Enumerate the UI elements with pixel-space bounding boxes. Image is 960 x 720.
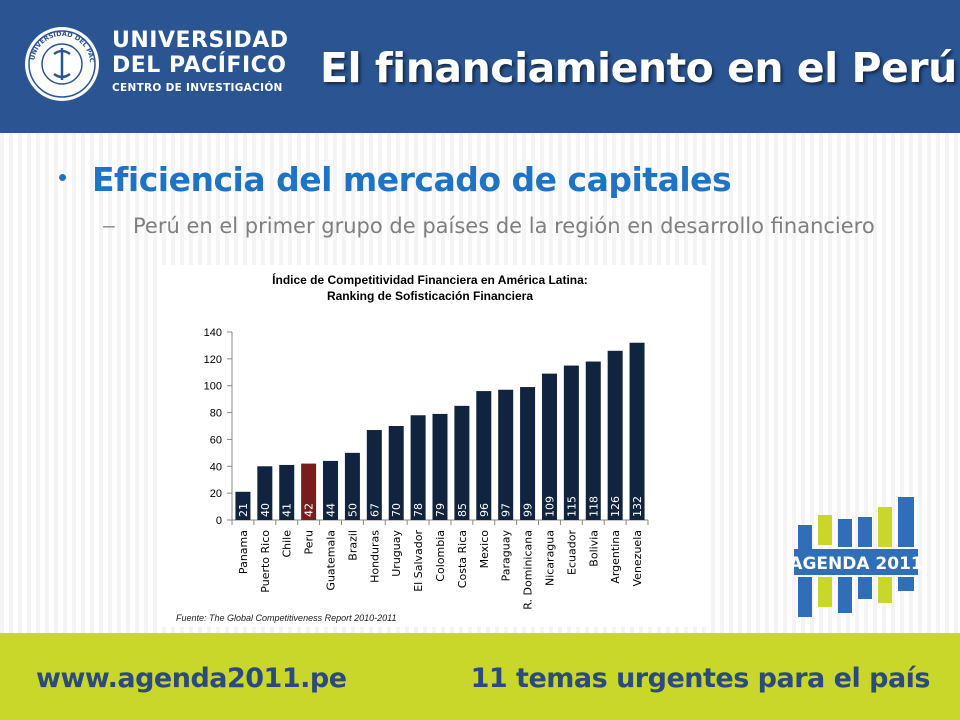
bullet-dot-icon: •	[58, 162, 68, 192]
y-tick-label: 80	[210, 408, 222, 420]
footer-website-link[interactable]: www.agenda2011.pe	[36, 663, 347, 694]
y-tick-label: 20	[210, 488, 222, 500]
bar-value-label: 115	[565, 496, 578, 517]
bar-bolivia	[585, 361, 601, 520]
bar-value-label: 40	[259, 503, 272, 517]
bullet-heading: Eficiencia del mercado de capitales	[92, 160, 732, 199]
bar-panama	[235, 491, 251, 520]
sub-bullet-dash-icon: –	[103, 214, 115, 237]
agenda-logo-text: AGENDA 2011	[790, 554, 923, 574]
chart-subtitle: Ranking de Sofisticación Financiera	[327, 289, 533, 303]
y-tick-label: 60	[210, 434, 222, 446]
bar-value-label: 42	[303, 503, 316, 517]
header-bar: UNIVERSIDAD DEL PACÍFICO · LIMA · PERÚ U…	[0, 0, 960, 133]
logo-line-2: DEL PACÍFICO	[112, 53, 287, 78]
y-tick-label: 100	[204, 381, 222, 393]
bar-value-label: 109	[543, 496, 556, 517]
x-category-label: El Salvador	[412, 530, 425, 592]
x-category-label: Puerto Rico	[259, 530, 272, 593]
x-category-label: Argentina	[609, 530, 622, 584]
chart-title: Índice de Competitividad Financiera en A…	[272, 272, 588, 287]
bar-argentina	[607, 350, 623, 520]
logo-line-1: UNIVERSIDAD	[112, 28, 289, 53]
bar-value-label: 50	[346, 503, 359, 517]
x-category-label: Bolivia	[587, 530, 600, 567]
bar-value-label: 96	[478, 503, 491, 517]
x-category-label: Brazil	[346, 530, 359, 561]
sub-bullet-text: Perú en el primer grupo de países de la …	[133, 214, 875, 238]
agenda-2011-logo: AGENDA 2011	[790, 497, 923, 617]
x-category-label: Uruguay	[390, 530, 403, 577]
bar-value-label: 70	[390, 503, 403, 517]
bar-ecuador	[563, 365, 579, 520]
x-category-label: Mexico	[478, 530, 491, 569]
bar-peru	[301, 463, 317, 520]
bar-guatemala	[323, 460, 339, 520]
x-category-label: Paraguay	[500, 530, 513, 582]
bar-nicaragua	[541, 373, 557, 520]
bar-value-label: 126	[609, 496, 622, 517]
x-category-label: Colombia	[434, 530, 447, 582]
logo-line-3: CENTRO DE INVESTIGACIÓN	[112, 82, 283, 94]
bar-uruguay	[388, 426, 404, 520]
bar-honduras	[366, 430, 382, 520]
y-tick-label: 40	[210, 461, 222, 473]
x-category-label: Panama	[237, 530, 250, 574]
x-category-label: Ecuador	[565, 530, 578, 575]
x-category-label: Costa Rica	[456, 530, 469, 588]
bar-value-label: 132	[631, 496, 644, 517]
bar-value-label: 79	[434, 503, 447, 517]
x-category-label: Venezuela	[631, 530, 644, 587]
bar-value-label: 99	[522, 503, 535, 517]
bar-chart: Índice de Competitividad Financiera en A…	[176, 272, 649, 623]
footer-tagline: 11 temas urgentes para el país	[470, 663, 931, 694]
university-logo: UNIVERSIDAD DEL PACÍFICO · LIMA · PERÚ U…	[22, 24, 288, 110]
x-category-label: Honduras	[368, 530, 381, 583]
bar-value-label: 67	[368, 503, 381, 517]
x-category-label: Guatemala	[325, 530, 338, 591]
bar-el-salvador	[410, 415, 426, 520]
bar-brazil	[344, 452, 360, 520]
bar-costa-rica	[454, 405, 470, 520]
bar-colombia	[432, 413, 448, 520]
bar-value-label: 118	[587, 496, 600, 517]
x-category-label: Nicaragua	[543, 530, 556, 586]
bar-mexico	[476, 391, 492, 520]
bar-paraguay	[498, 389, 514, 520]
bar-puerto-rico	[257, 466, 273, 520]
footer-bar	[0, 633, 960, 720]
bar-value-label: 85	[456, 503, 469, 517]
x-category-label: Peru	[303, 530, 316, 555]
bar-value-label: 41	[281, 503, 294, 517]
bar-value-label: 21	[237, 503, 250, 517]
chart-container: Índice de Competitividad Financiera en A…	[160, 265, 710, 627]
bar-value-label: 78	[412, 503, 425, 517]
agenda-logo-band	[794, 549, 918, 575]
bar-value-label: 44	[325, 503, 338, 517]
seal-icon: UNIVERSIDAD DEL PACÍFICO · LIMA · PERÚ	[22, 24, 99, 101]
bar-chile	[279, 464, 295, 520]
bar-venezuela	[629, 342, 645, 520]
bar-r-dominicana	[520, 387, 536, 520]
logo-wordmark: UNIVERSIDAD DEL PACÍFICO CENTRO DE INVES…	[112, 30, 289, 94]
x-category-label: R. Dominicana	[522, 530, 535, 610]
slide-title: El financiamiento en el Perú	[320, 44, 957, 92]
bar-value-label: 97	[500, 503, 513, 517]
y-tick-label: 0	[216, 515, 222, 527]
y-tick-label: 140	[204, 327, 222, 339]
x-category-label: Chile	[281, 530, 294, 558]
agenda-logo-blocks	[798, 497, 914, 617]
chart-source: Fuente: The Global Competitiveness Repor…	[176, 613, 396, 623]
y-tick-label: 120	[204, 354, 222, 366]
